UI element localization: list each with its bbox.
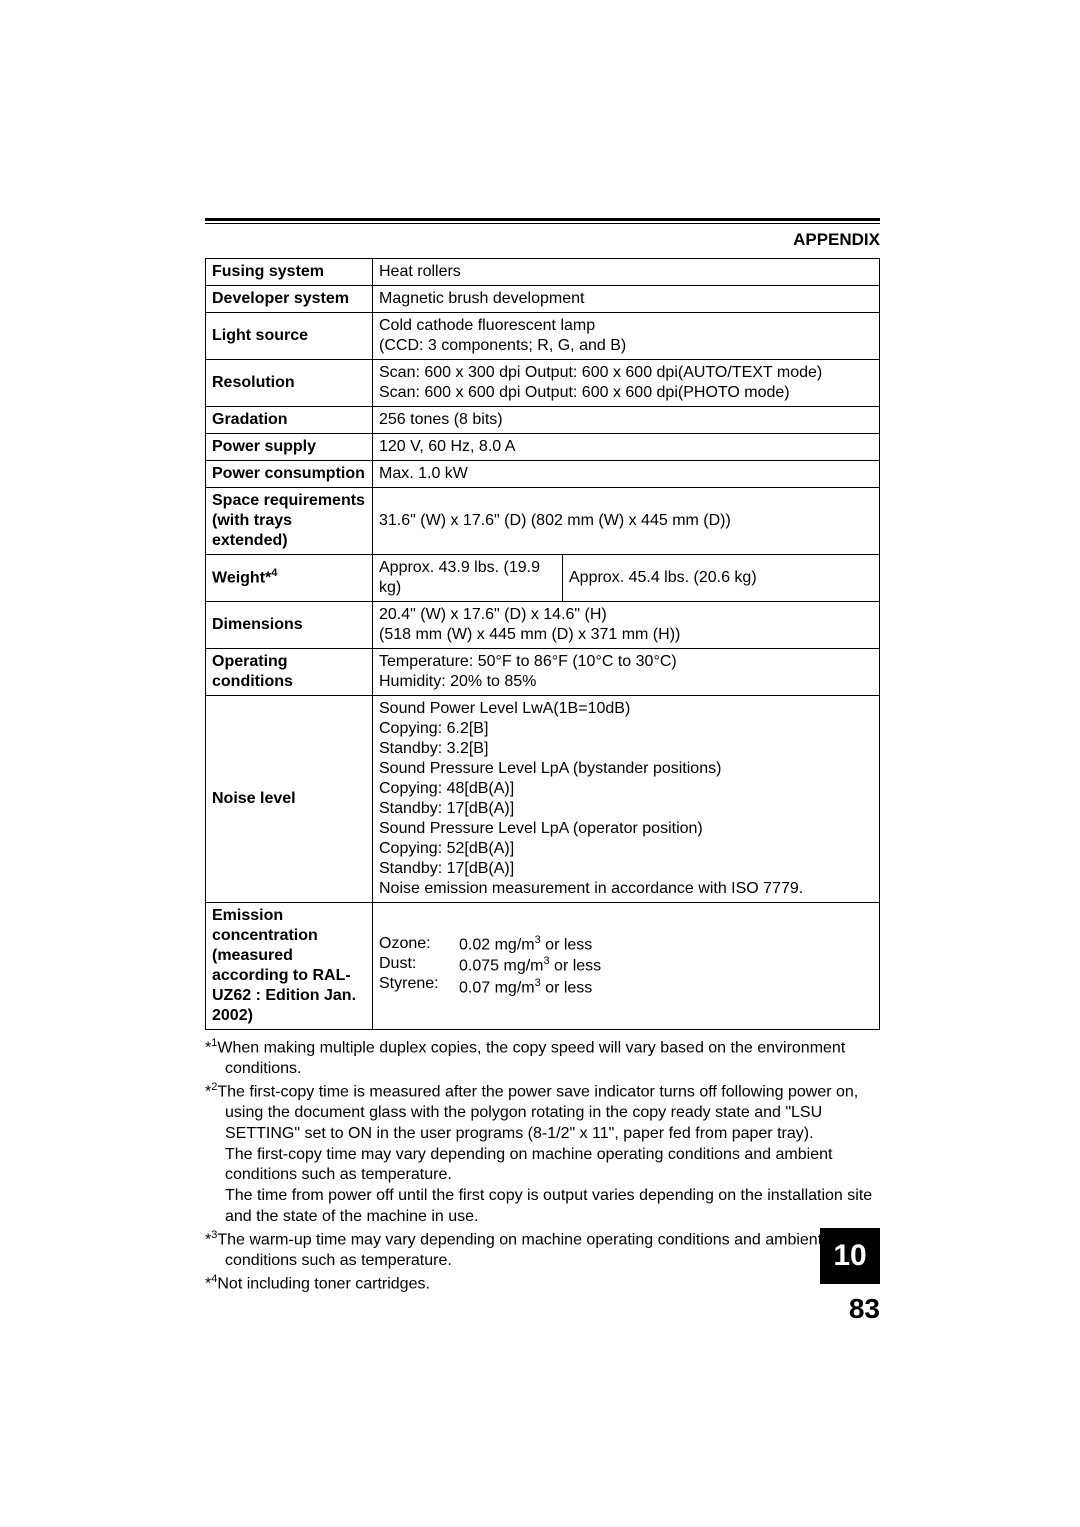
- chapter-tab: 10: [820, 1228, 880, 1284]
- label-operating: Operating conditions: [206, 649, 373, 696]
- table-row: Operating conditions Temperature: 50°F t…: [206, 649, 880, 696]
- footnote-2: *2The first-copy time is measured after …: [205, 1080, 880, 1145]
- value-noise: Sound Power Level LwA(1B=10dB) Copying: …: [373, 696, 880, 903]
- text: or less: [550, 958, 602, 975]
- label-light: Light source: [206, 313, 373, 360]
- text: Dust:: [379, 955, 416, 972]
- text: Standby: 17[dB(A)]: [379, 860, 514, 877]
- label-gradation: Gradation: [206, 407, 373, 434]
- page-content: APPENDIX Fusing system Heat rollers Deve…: [205, 218, 880, 1295]
- text: 20.4" (W) x 17.6" (D) x 14.6" (H): [379, 606, 607, 623]
- specifications-table: Fusing system Heat rollers Developer sys…: [205, 258, 880, 1030]
- table-row: Light source Cold cathode fluorescent la…: [206, 313, 880, 360]
- text: Humidity: 20% to 85%: [379, 673, 536, 690]
- label-fusing: Fusing system: [206, 259, 373, 286]
- table-row: Weight*4 Approx. 43.9 lbs. (19.9 kg) App…: [206, 555, 880, 602]
- footnotes: *1When making multiple duplex copies, th…: [205, 1036, 880, 1295]
- text: Standby: 3.2[B]: [379, 740, 488, 757]
- label-weight: Weight*4: [206, 555, 373, 602]
- text: according to RAL-: [212, 967, 351, 984]
- text: conditions: [212, 673, 293, 690]
- section-title: APPENDIX: [205, 230, 880, 250]
- text: 0.02 mg/m: [459, 936, 535, 953]
- text: (CCD: 3 components; R, G, and B): [379, 337, 626, 354]
- text: Standby: 17[dB(A)]: [379, 800, 514, 817]
- value-dimensions: 20.4" (W) x 17.6" (D) x 14.6" (H) (518 m…: [373, 602, 880, 649]
- text: Operating: [212, 653, 288, 670]
- text: Scan: 600 x 300 dpi Output: 600 x 600 dp…: [379, 364, 822, 381]
- table-row: Noise level Sound Power Level LwA(1B=10d…: [206, 696, 880, 903]
- label-resolution: Resolution: [206, 360, 373, 407]
- value-resolution: Scan: 600 x 300 dpi Output: 600 x 600 dp…: [373, 360, 880, 407]
- table-row: Gradation 256 tones (8 bits): [206, 407, 880, 434]
- text: (measured: [212, 947, 293, 964]
- text: Not including toner cartridges.: [217, 1275, 430, 1292]
- text: Emission: [212, 907, 283, 924]
- text: Cold cathode fluorescent lamp: [379, 317, 595, 334]
- value-power-supply: 120 V, 60 Hz, 8.0 A: [373, 434, 880, 461]
- text: Scan: 600 x 600 dpi Output: 600 x 600 dp…: [379, 384, 790, 401]
- table-row: Resolution Scan: 600 x 300 dpi Output: 6…: [206, 360, 880, 407]
- value-developer: Magnetic brush development: [373, 286, 880, 313]
- text: Copying: 6.2[B]: [379, 720, 488, 737]
- footnote-3: *3The warm-up time may vary depending on…: [205, 1228, 880, 1272]
- text: The first-copy time is measured after th…: [217, 1083, 858, 1142]
- text: concentration: [212, 927, 318, 944]
- text: Noise emission measurement in accordance…: [379, 880, 803, 897]
- text: Copying: 52[dB(A)]: [379, 840, 514, 857]
- label-power-consumption: Power consumption: [206, 461, 373, 488]
- table-row: Space requirements (with trays extended)…: [206, 488, 880, 555]
- value-gradation: 256 tones (8 bits): [373, 407, 880, 434]
- header-rule: [205, 218, 880, 224]
- table-row: Developer system Magnetic brush developm…: [206, 286, 880, 313]
- text: Sound Pressure Level LpA (bystander posi…: [379, 760, 721, 777]
- text: Temperature: 50°F to 86°F (10°C to 30°C): [379, 653, 677, 670]
- text: (with trays extended): [212, 512, 292, 549]
- table-row: Fusing system Heat rollers: [206, 259, 880, 286]
- value-fusing: Heat rollers: [373, 259, 880, 286]
- label-power-supply: Power supply: [206, 434, 373, 461]
- value-space: 31.6" (W) x 17.6" (D) (802 mm (W) x 445 …: [373, 488, 880, 555]
- footnote-4: *4Not including toner cartridges.: [205, 1272, 880, 1295]
- label-noise: Noise level: [206, 696, 373, 903]
- text: When making multiple duplex copies, the …: [217, 1039, 845, 1077]
- value-weight-1: Approx. 43.9 lbs. (19.9 kg): [373, 555, 563, 602]
- label-dimensions: Dimensions: [206, 602, 373, 649]
- text: Sound Pressure Level LpA (operator posit…: [379, 820, 703, 837]
- value-power-consumption: Max. 1.0 kW: [373, 461, 880, 488]
- footnote-2c: The time from power off until the first …: [205, 1186, 880, 1228]
- text: 0.075 mg/m: [459, 958, 543, 975]
- value-operating: Temperature: 50°F to 86°F (10°C to 30°C)…: [373, 649, 880, 696]
- value-emission: Ozone: Dust: Styrene: 0.02 mg/m3 or less…: [373, 903, 880, 1030]
- text: UZ62 : Edition Jan.: [212, 987, 356, 1004]
- text: Sound Power Level LwA(1B=10dB): [379, 700, 630, 717]
- table-row: Power supply 120 V, 60 Hz, 8.0 A: [206, 434, 880, 461]
- text: Ozone:: [379, 935, 431, 952]
- text: or less: [541, 936, 593, 953]
- table-row: Dimensions 20.4" (W) x 17.6" (D) x 14.6"…: [206, 602, 880, 649]
- label-space: Space requirements (with trays extended): [206, 488, 373, 555]
- text: 2002): [212, 1007, 253, 1024]
- table-row: Power consumption Max. 1.0 kW: [206, 461, 880, 488]
- page-number: 83: [849, 1293, 880, 1325]
- text: 0.07 mg/m: [459, 979, 535, 996]
- table-row: Emission concentration (measured accordi…: [206, 903, 880, 1030]
- text: Styrene:: [379, 975, 439, 992]
- value-weight-2: Approx. 45.4 lbs. (20.6 kg): [563, 555, 880, 602]
- label-emission: Emission concentration (measured accordi…: [206, 903, 373, 1030]
- footnote-1: *1When making multiple duplex copies, th…: [205, 1036, 880, 1080]
- text: (518 mm (W) x 445 mm (D) x 371 mm (H)): [379, 626, 680, 643]
- text: Copying: 48[dB(A)]: [379, 780, 514, 797]
- text: or less: [541, 979, 593, 996]
- footnote-2b: The first-copy time may vary depending o…: [205, 1145, 880, 1187]
- label-developer: Developer system: [206, 286, 373, 313]
- value-light: Cold cathode fluorescent lamp (CCD: 3 co…: [373, 313, 880, 360]
- text: Weight*: [212, 570, 271, 587]
- superscript: 4: [271, 567, 277, 579]
- text: Space requirements: [212, 492, 365, 509]
- text: The warm-up time may vary depending on m…: [217, 1231, 822, 1269]
